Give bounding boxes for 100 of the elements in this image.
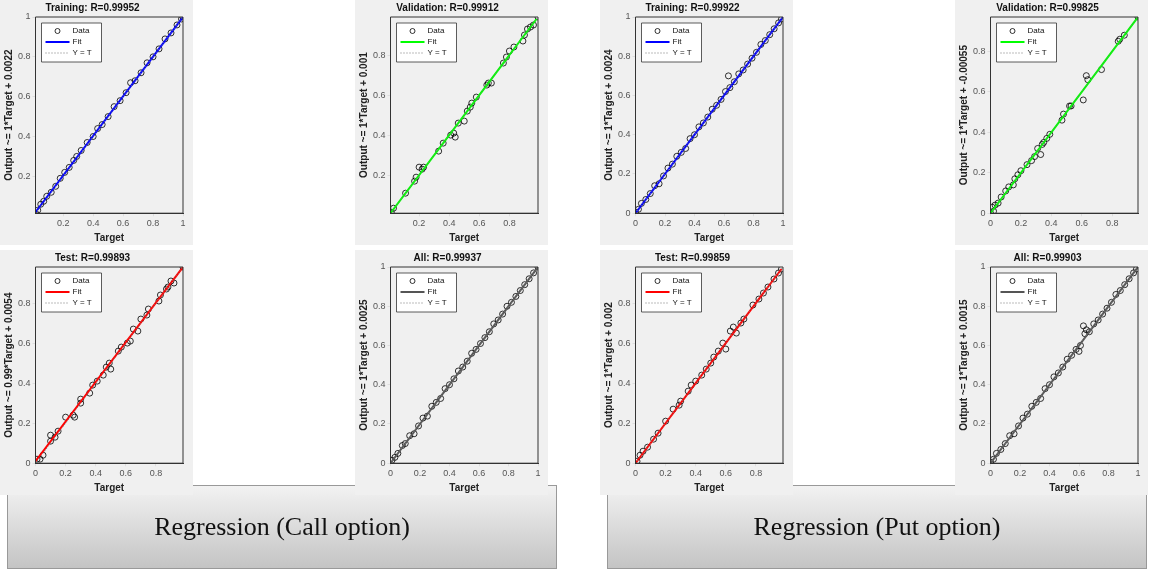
point: [459, 363, 467, 371]
point: [710, 353, 718, 361]
point: [99, 371, 107, 379]
point: [454, 367, 462, 375]
point: [104, 113, 112, 120]
legend-label: Fit: [672, 287, 683, 297]
y-tick-label: 1: [980, 261, 986, 272]
point: [137, 69, 145, 77]
chart-title: All: R=0.99903: [1013, 251, 1082, 263]
point: [441, 385, 449, 393]
point: [89, 381, 97, 389]
legend-label: Y = T: [672, 48, 692, 58]
legend-label: Fit: [72, 287, 83, 297]
x-tick-label: 0.4: [443, 468, 456, 479]
point: [760, 289, 767, 297]
y-tick-label: 0.6: [973, 86, 986, 97]
y-tick-label: 0.6: [18, 337, 31, 348]
point: [402, 189, 409, 197]
point: [530, 269, 537, 277]
point: [466, 103, 474, 111]
point: [1054, 369, 1062, 377]
point: [161, 35, 169, 43]
point: [729, 323, 737, 331]
point: [1046, 130, 1054, 138]
point: [123, 339, 131, 347]
point: [410, 430, 418, 438]
point: [1072, 346, 1080, 353]
point: [1031, 153, 1039, 160]
point: [1001, 440, 1009, 447]
point: [39, 451, 47, 459]
point: [37, 200, 45, 208]
point: [1120, 31, 1128, 39]
text: Regression (Call option): [154, 512, 410, 541]
y-tick-label: 0.2: [373, 169, 386, 180]
y-tick-label: 1: [25, 11, 31, 22]
point: [127, 79, 134, 87]
x-tick-label: 0.6: [116, 218, 130, 229]
x-tick-label: 1: [535, 468, 541, 479]
x-tick-label: 0.8: [503, 218, 516, 229]
point: [997, 446, 1005, 453]
legend-label: Data: [672, 276, 690, 286]
legend-label: Data: [672, 26, 690, 36]
point: [439, 139, 447, 147]
x-axis-title: Target: [449, 231, 480, 243]
x-tick-label: 0.6: [472, 468, 486, 479]
point: [1011, 175, 1019, 183]
point: [1130, 269, 1137, 277]
chart-title: Validation: R=0.99912: [396, 1, 500, 13]
point: [398, 442, 406, 449]
point: [708, 105, 716, 113]
point: [1023, 161, 1031, 169]
x-tick-label: 0.4: [688, 218, 701, 229]
y-tick-label: 0.6: [373, 339, 386, 350]
chart-title: All: R=0.99937: [413, 251, 482, 263]
point: [463, 357, 471, 365]
x-tick-label: 0.4: [689, 468, 702, 479]
point: [740, 315, 748, 323]
point: [699, 119, 707, 127]
point: [446, 381, 453, 389]
x-tick-label: 0: [633, 218, 639, 229]
point: [993, 449, 1000, 457]
point: [692, 377, 700, 385]
point: [1005, 183, 1013, 191]
point: [437, 395, 445, 402]
point: [726, 327, 734, 335]
y-tick-label: 0.8: [973, 300, 986, 311]
point: [428, 402, 436, 410]
point: [1075, 347, 1083, 355]
point: [472, 346, 480, 353]
point: [503, 302, 511, 310]
point: [390, 204, 397, 212]
point: [1017, 167, 1025, 175]
point: [761, 37, 769, 44]
x-tick-label: 0.2: [659, 468, 672, 479]
point: [669, 405, 677, 413]
point: [447, 131, 455, 139]
point: [660, 172, 667, 180]
point: [675, 401, 683, 409]
point: [129, 325, 137, 333]
x-tick-label: 0.4: [89, 468, 102, 479]
y-tick-label: 0: [625, 457, 631, 468]
x-tick-label: 0: [33, 468, 39, 479]
x-tick-label: 0.6: [1075, 218, 1088, 229]
legend-label: Y = T: [1027, 48, 1047, 58]
x-tick-label: 0.4: [86, 218, 100, 229]
point: [1019, 414, 1027, 422]
point: [757, 41, 765, 48]
point: [1028, 402, 1036, 410]
point: [749, 301, 757, 309]
y-tick-label: 0.6: [618, 89, 631, 100]
x-axis-title: Target: [1049, 231, 1080, 243]
point: [1037, 395, 1045, 402]
point: [472, 93, 480, 101]
point: [143, 311, 151, 319]
point: [107, 365, 115, 373]
point: [450, 129, 458, 137]
point: [639, 447, 647, 455]
y-tick-label: 0.4: [973, 126, 986, 137]
legend-label: Data: [427, 26, 445, 36]
legend-label: Fit: [1027, 287, 1038, 297]
